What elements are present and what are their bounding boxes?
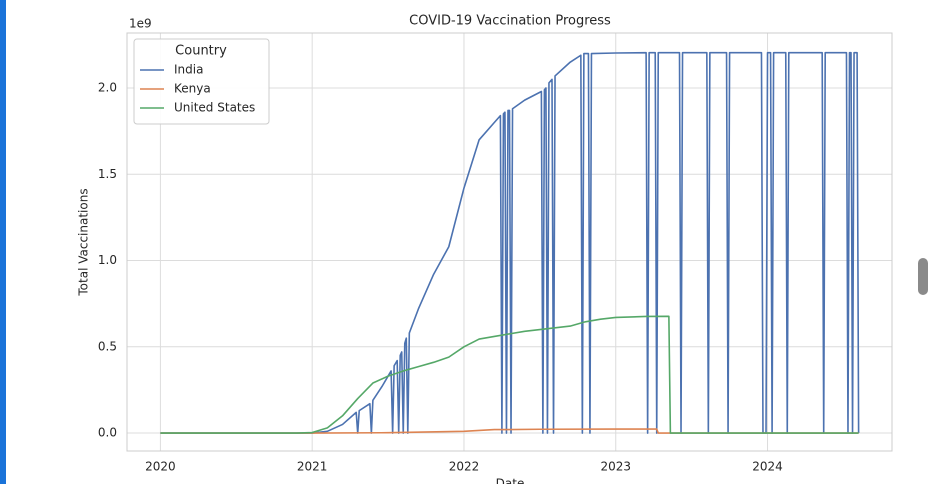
series-line — [160, 315, 859, 434]
series-line — [160, 51, 860, 434]
x-axis-label: Date — [496, 477, 525, 484]
x-tick-label: 2022 — [449, 460, 480, 474]
x-tick-label: 2021 — [297, 460, 328, 474]
legend: Country India Kenya United States — [133, 38, 270, 125]
plot-frame — [126, 32, 893, 452]
scrollbar-thumb[interactable] — [918, 258, 928, 295]
legend-box — [133, 38, 270, 125]
x-tick-label: 2024 — [752, 460, 783, 474]
y-axis-label: Total Vaccinations — [77, 188, 91, 296]
y-tick-label: 0.5 — [98, 339, 117, 353]
legend-label: Kenya — [174, 82, 211, 96]
y-tick-label: 1.5 — [98, 167, 117, 181]
chart-title: COVID-19 Vaccination Progress — [409, 14, 611, 29]
y-tick-label: 0.0 — [98, 426, 117, 440]
side-strip — [0, 0, 6, 484]
y-tick-label: 2.0 — [98, 81, 117, 95]
x-tick-label: 2020 — [145, 460, 176, 474]
y-tick-label: 1.0 — [98, 253, 117, 267]
legend-label: United States — [174, 101, 255, 115]
x-tick-label: 2023 — [600, 460, 631, 474]
series-line — [160, 428, 859, 434]
legend-label: India — [174, 63, 203, 77]
legend-title: Country — [175, 44, 227, 59]
y-offset-label: 1e9 — [129, 17, 152, 31]
